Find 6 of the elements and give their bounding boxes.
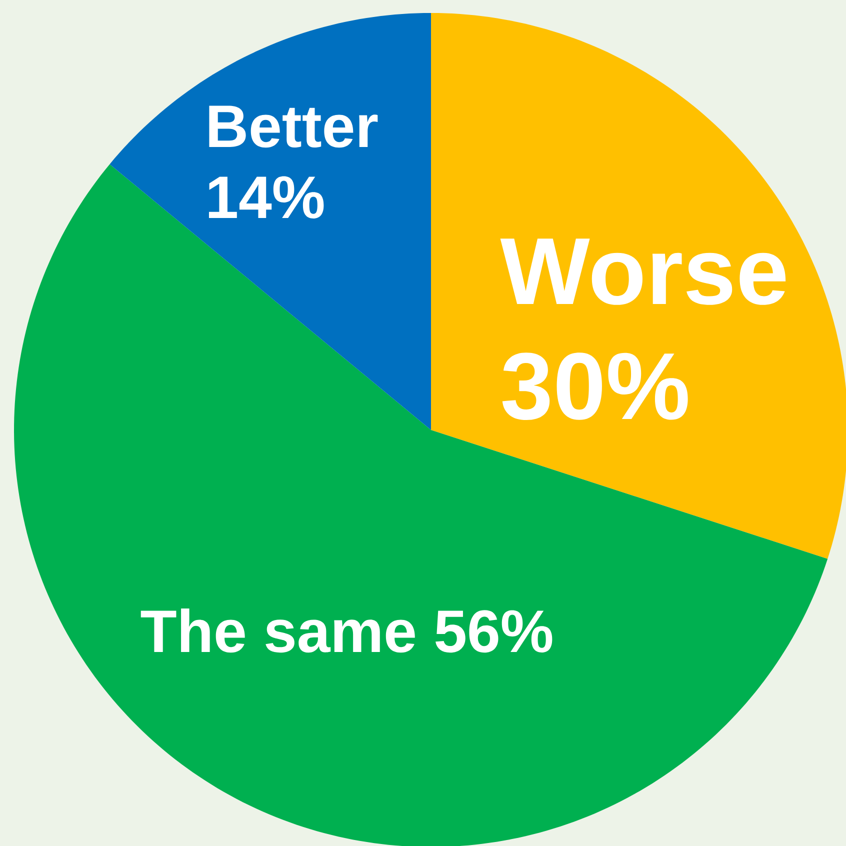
- slice-label: Better: [209, 106, 378, 148]
- slice-label: The same: [140, 608, 415, 653]
- slice-label: Worse: [500, 238, 786, 305]
- data-label: 30%: [502, 352, 688, 420]
- data-label: 14%: [208, 176, 324, 218]
- data-label: 56%: [436, 610, 552, 653]
